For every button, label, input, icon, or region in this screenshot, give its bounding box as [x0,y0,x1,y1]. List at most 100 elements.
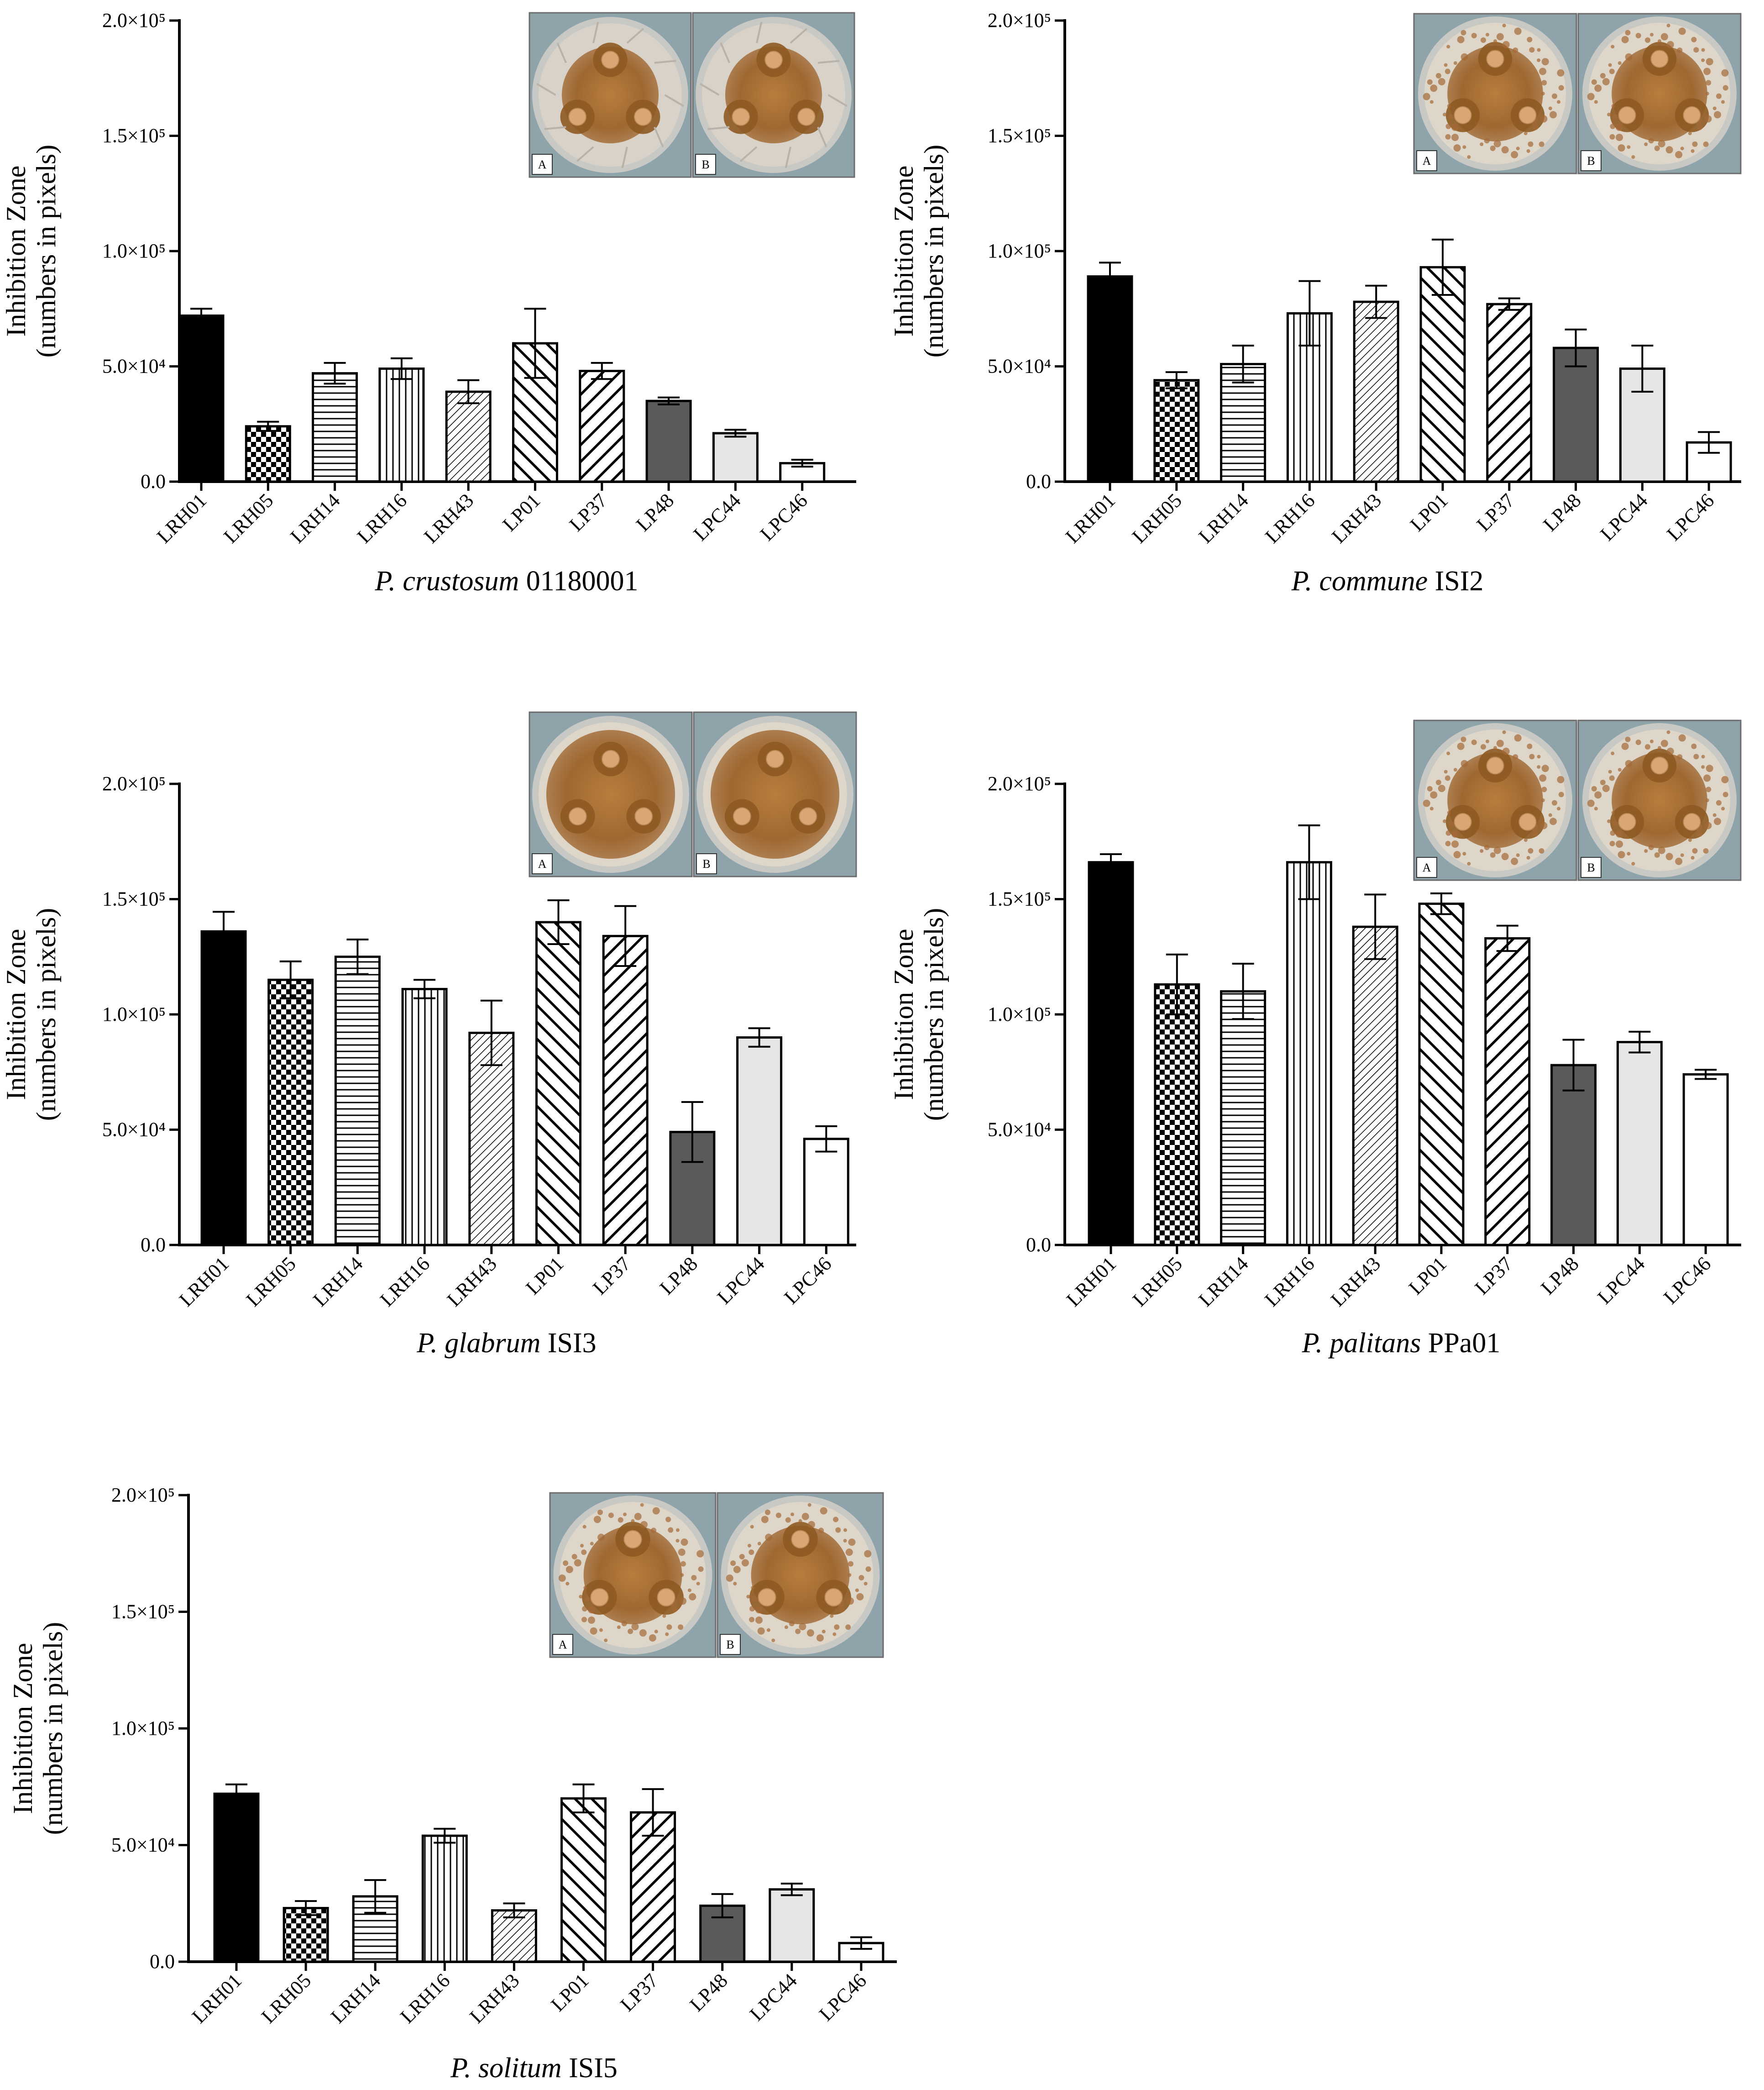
mycelium-speck [1501,146,1509,154]
mycelium-speck [1502,730,1506,734]
mycelium-speck [1611,811,1615,815]
mycelium-speck [1693,754,1699,760]
mycelium-speck [730,1560,736,1566]
bar-lrh16 [1286,861,1332,1246]
bar-lrh01 [1088,861,1134,1246]
paper-disc [764,51,783,69]
mycelium-speck [845,1548,853,1556]
mycelium-speck [1654,145,1660,151]
y-axis-label: Inhibition Zone (numbers in pixels) [889,908,949,1121]
mycelium-speck [865,1566,871,1572]
mycelium-speck [1611,104,1615,108]
mycelium-speck [587,1616,595,1624]
mycelium-speck [1540,115,1548,123]
mycelium-speck [1558,792,1564,798]
mycelium-speck [755,1606,763,1614]
mycelium-speck [1658,746,1661,750]
bar-lrh05 [1154,983,1200,1246]
mycelium-speck [818,1528,824,1533]
mycelium-speck [1514,27,1522,35]
mycelium-speck [1666,730,1670,734]
mycelium-speck [1552,800,1558,806]
mycelium-speck [1539,141,1544,147]
mycelium-speck [1587,93,1595,100]
mycelium-speck [771,1638,775,1643]
x-tick-label: LPC46 [815,1969,871,2025]
mycelium-speck [757,1542,761,1546]
mycelium-speck [652,1507,660,1515]
photo-label-box [1416,150,1437,171]
bar-lrh43 [445,390,492,483]
plate-photo-b: B [692,12,855,178]
mycelium-speck [1541,80,1547,86]
photo-label: B [1587,154,1595,168]
mycelium-speck [1610,830,1616,836]
mycelium-speck [1594,84,1602,92]
mycelium-speck [1666,41,1674,48]
bar-lrh05 [245,425,291,483]
y-tick-label: 1.5×10⁵ [102,125,166,147]
mycelium-speck [1650,739,1654,743]
mycelium-speck [1594,100,1598,104]
mycelium-speck [798,1519,802,1523]
mycelium-speck [1457,36,1465,43]
photo-label-box [1581,150,1602,171]
bar-lrh14 [334,956,381,1246]
mycelium-speck [1480,142,1484,147]
mycelium-speck [1445,840,1451,846]
mycelium-speck [858,1575,864,1581]
paper-disc [824,1588,843,1607]
mycelium-speck [848,1539,856,1546]
mycelium-speck [843,1528,847,1532]
x-tick-label: LRH43 [1326,1252,1385,1311]
mycelium-speck [634,1512,642,1520]
mycelium-speck [1481,744,1487,750]
mycelium-speck [1691,37,1697,42]
mycelium-speck [1616,133,1623,141]
mycelium-speck [1435,779,1441,785]
mycelium-speck [597,1509,603,1515]
x-tick-label: LPC44 [1593,1252,1649,1308]
mycelium-speck [1558,85,1564,91]
chart-subtitle: P. palitans PPa01 [1302,1328,1501,1359]
x-tick-label: LPC46 [1662,489,1718,545]
paper-disc [634,108,652,126]
mycelium-speck [1658,846,1665,854]
mycelium-speck [574,1559,581,1567]
chart-panel-1: A B 0.0 5.0×10⁴ 1.0×10⁵ 1.5×10⁵ 2.0×10⁵ Inhibit… [1,9,856,597]
strain-id: ISI2 [1428,566,1483,597]
mycelium-speck [832,1632,837,1636]
x-tick-label: LP01 [546,1969,593,2016]
mycelium-speck [1453,851,1461,859]
mycelium-speck [1467,155,1471,159]
mycelium-speck [1445,134,1451,140]
mycelium-speck [1714,111,1722,119]
paper-disc [601,51,619,69]
y-axis-label: Inhibition Zone (numbers in pixels) [8,1622,68,1835]
mycelium-speck [1648,845,1654,851]
mycelium-speck [1611,751,1615,756]
mycelium-speck [1675,151,1683,158]
paper-disc [623,1530,642,1549]
mycelium-speck [807,1521,815,1528]
bar-lpc44 [1616,1041,1663,1246]
strain-id: ISI5 [562,2053,618,2084]
x-tick-label: LRH16 [376,1252,434,1311]
x-tick-label: LP37 [1472,489,1519,536]
mycelium-speck [1528,848,1534,854]
mycelium-speck [649,1634,656,1642]
mycelium-speck [1446,751,1450,756]
wrinkle [720,42,730,63]
mycelium-speck [1607,819,1611,823]
y-tick-label: 1.0×10⁵ [102,240,166,262]
mycelium-speck [1721,100,1725,104]
mycelium-speck [1548,813,1552,817]
mycelium-speck [750,1525,754,1529]
mycelium-speck [1549,818,1557,825]
mycelium-speck [1706,787,1712,793]
mycelium-speck [1430,791,1438,799]
y-axis-label-line2: (numbers in pixels) [31,145,61,358]
bar-lpc44 [769,1888,815,1963]
mycelium-speck [1675,857,1683,865]
